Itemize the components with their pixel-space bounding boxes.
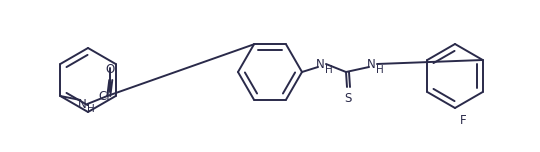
Text: S: S (345, 92, 352, 105)
Text: H: H (87, 104, 95, 114)
Text: N: N (367, 57, 375, 71)
Text: N: N (78, 97, 86, 111)
Text: O: O (106, 63, 115, 76)
Text: Cl: Cl (98, 90, 110, 102)
Text: F: F (460, 114, 467, 127)
Text: H: H (325, 65, 333, 75)
Text: N: N (315, 57, 325, 71)
Text: H: H (376, 65, 384, 75)
